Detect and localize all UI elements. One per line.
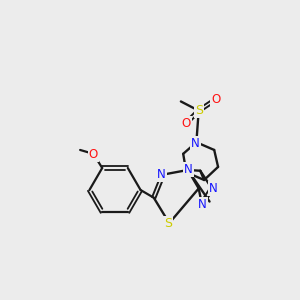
Text: N: N (191, 136, 200, 149)
Text: N: N (198, 198, 207, 211)
Text: N: N (157, 168, 166, 181)
Text: N: N (184, 163, 193, 176)
Text: O: O (89, 148, 98, 161)
Text: S: S (195, 104, 203, 117)
Text: S: S (164, 218, 172, 230)
Text: N: N (209, 182, 218, 195)
Text: O: O (211, 93, 220, 106)
Text: O: O (182, 116, 191, 130)
